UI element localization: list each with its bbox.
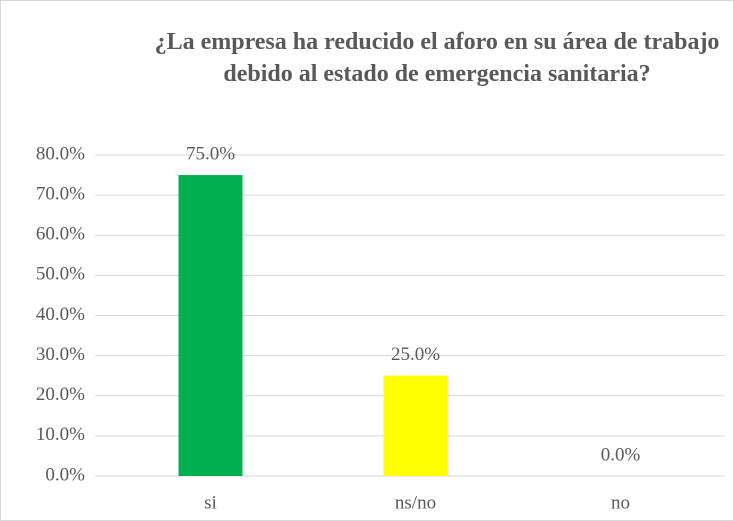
y-tick-label: 40.0% [36,304,85,325]
bar [383,375,448,476]
y-tick-label: 0.0% [45,464,85,485]
y-tick-label: 10.0% [36,424,85,445]
x-tick-label: ns/no [395,492,436,513]
data-label: 25.0% [391,344,440,365]
y-tick-label: 80.0% [36,143,85,164]
y-tick-label: 60.0% [36,224,85,245]
y-tick-label: 70.0% [36,183,85,204]
y-tick-label: 20.0% [36,384,85,405]
data-label: 75.0% [186,143,235,164]
data-label: 0.0% [601,444,641,465]
x-tick-label: no [611,492,630,513]
y-tick-label: 50.0% [36,264,85,285]
x-tick-label: si [204,492,217,513]
y-tick-label: 30.0% [36,344,85,365]
bar [178,175,243,476]
chart-title: ¿La empresa ha reducido el aforo en su á… [154,29,720,87]
